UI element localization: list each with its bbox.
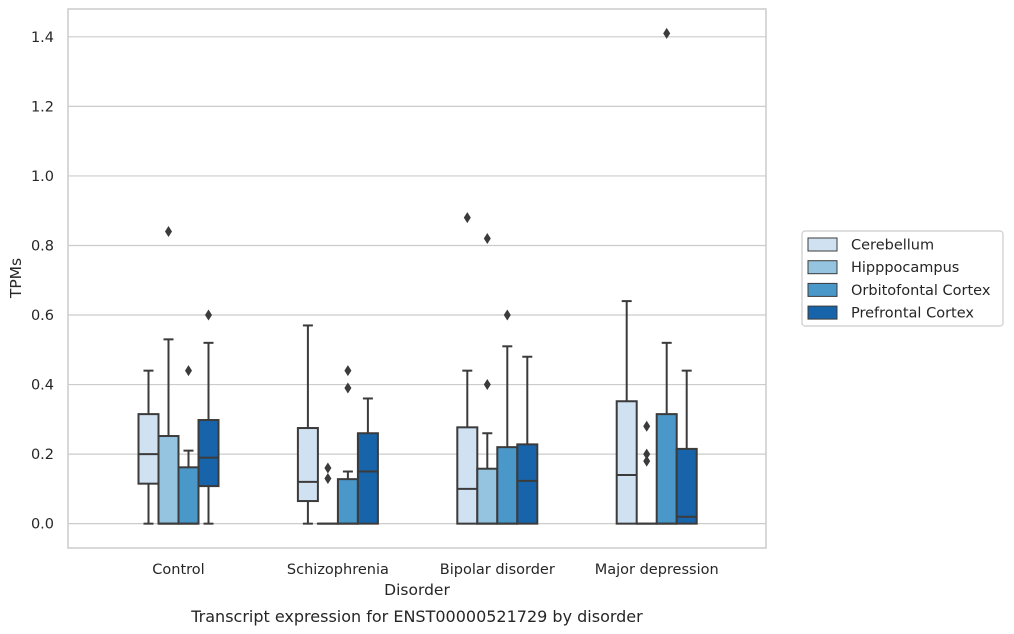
box-body [157, 435, 180, 525]
outlier-point [344, 365, 352, 377]
outlier-point [643, 420, 651, 432]
y-tick-label: 0.8 [31, 238, 54, 254]
box-body [675, 447, 698, 525]
legend-label: Hipppocampus [851, 260, 959, 276]
box-cerebellum [615, 300, 638, 525]
legend-label: Cerebellum [851, 238, 934, 254]
box-orbitofontal-cortex [336, 365, 359, 525]
box-hipppocampus [635, 420, 658, 525]
legend-swatch [807, 282, 838, 297]
box-cerebellum [137, 369, 160, 525]
y-tick-label: 1.0 [31, 169, 54, 185]
outlier-point [205, 309, 212, 321]
legend-label: Orbitofontal Cortex [851, 283, 991, 299]
outlier-point [643, 448, 651, 460]
legend-frame [801, 230, 1004, 327]
box-orbitofontal-cortex [496, 309, 519, 525]
box-orbitofontal-cortex [177, 365, 200, 525]
outlier-point [503, 309, 511, 321]
box-body [137, 413, 160, 485]
box-body [336, 478, 359, 525]
legend-swatch [807, 260, 838, 275]
y-tick-label: 0.6 [31, 308, 54, 324]
x-tick-label: Major depression [595, 562, 719, 578]
box-body [197, 419, 220, 488]
y-tick-label: 0.4 [31, 378, 54, 394]
x-tick-label: Control [152, 562, 204, 578]
plot-frame [67, 8, 767, 549]
outlier-point [324, 462, 332, 474]
y-tick-label: 1.2 [31, 99, 54, 115]
box-prefrontal-cortex [197, 309, 220, 525]
box-plots [137, 27, 698, 525]
outlier-point [483, 233, 491, 245]
y-axis-label: TPMs [7, 258, 25, 299]
box-prefrontal-cortex [516, 355, 539, 525]
outlier-point [165, 226, 172, 238]
box-body [615, 400, 638, 525]
box-body [356, 432, 379, 525]
box-body [655, 413, 678, 525]
outlier-point [483, 379, 491, 391]
x-tick-labels: Control Schizophrenia Bipolar disorder Majo… [152, 562, 718, 578]
outlier-point [344, 382, 352, 394]
outlier-point [463, 212, 471, 224]
y-tick-label: 0.0 [31, 517, 54, 533]
x-tick-label: Bipolar disorder [440, 562, 555, 578]
y-tick-labels: 0.0 0.2 0.4 0.6 0.8 1.0 1.2 1.4 [31, 30, 54, 533]
legend-label: Prefrontal Cortex [851, 306, 974, 322]
box-body [476, 467, 499, 525]
x-axis-label: Disorder [384, 581, 450, 599]
y-tick-label: 0.2 [31, 447, 54, 463]
box-body [516, 443, 539, 525]
box-prefrontal-cortex [675, 369, 698, 525]
box-body [177, 466, 200, 525]
box-prefrontal-cortex [356, 397, 379, 525]
box-body [496, 446, 519, 525]
chart-caption: Transcript expression for ENST0000052172… [190, 607, 643, 626]
outlier-point [643, 455, 651, 467]
outlier-point [185, 365, 192, 377]
box-body [296, 427, 319, 503]
legend-swatch [807, 237, 838, 252]
y-tick-label: 1.4 [31, 30, 54, 46]
legend-swatch [807, 305, 838, 320]
outlier-point [324, 472, 332, 484]
box-hipppocampus [476, 233, 499, 525]
legend: Cerebellum Hipppocampus Orbitofontal Corte… [801, 230, 1004, 327]
box-body [456, 426, 479, 525]
outlier-point [663, 27, 671, 39]
x-tick-label: Schizophrenia [287, 562, 389, 578]
box-cerebellum [296, 324, 319, 525]
